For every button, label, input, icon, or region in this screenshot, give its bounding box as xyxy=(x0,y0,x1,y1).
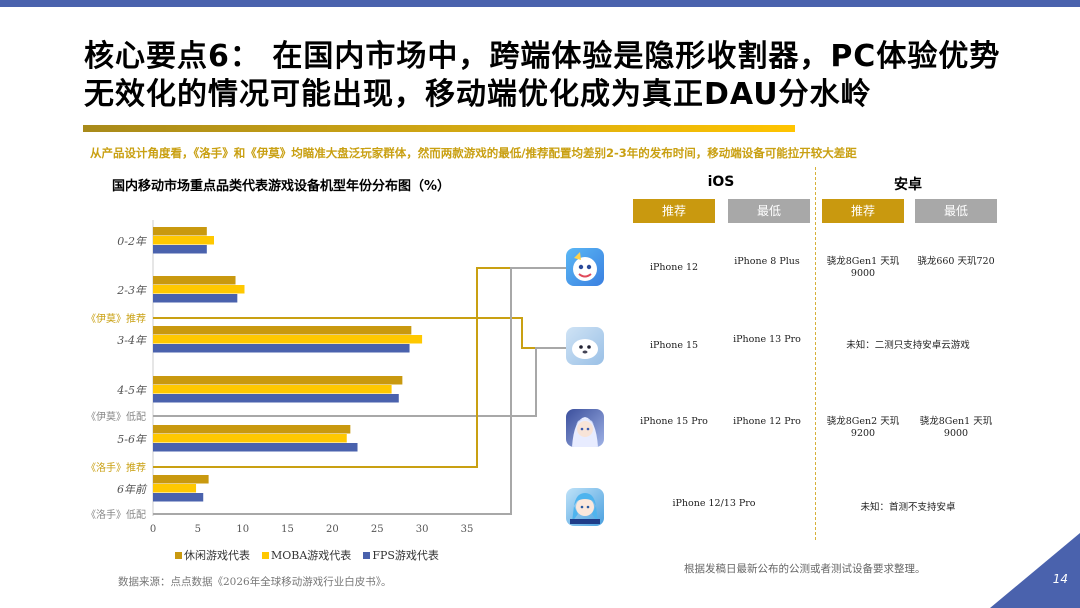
subtitle: 从产品设计角度看，《洛手》和《伊莫》均瞄准大盘泛玩家群体，然而两款游戏的最低/推… xyxy=(90,146,857,160)
legend-item: 休闲游戏代表 xyxy=(175,547,250,563)
legend-swatch xyxy=(262,551,269,559)
bar xyxy=(153,236,214,245)
x-tick-label: 20 xyxy=(326,524,339,535)
category-label: 4-5年 xyxy=(116,384,147,397)
legend-swatch xyxy=(175,551,182,559)
top-accent-bar xyxy=(0,0,1080,7)
ios-minimum-button[interactable]: 最低 xyxy=(728,199,810,223)
category-label: 3-4年 xyxy=(117,334,147,347)
x-tick-label: 15 xyxy=(281,524,294,535)
bar xyxy=(153,326,412,335)
android-header: 安卓 xyxy=(894,177,922,193)
row1-ios-recommended: iPhone 12 xyxy=(649,262,699,273)
bar xyxy=(153,294,238,303)
row4-ios-merged: iPhone 12/13 Pro xyxy=(672,498,756,509)
category-label: 6年前 xyxy=(117,483,148,496)
category-label: 0-2年 xyxy=(117,235,147,248)
white-seal-game-icon xyxy=(566,327,604,365)
bar xyxy=(153,335,423,344)
legend-label: 休闲游戏代表 xyxy=(184,549,250,562)
row1-android-recommended: 骁龙8Gen1 天玑9000 xyxy=(826,256,900,279)
x-tick-label: 30 xyxy=(416,524,429,535)
row2-ios-recommended: iPhone 15 xyxy=(649,340,699,351)
marker-label: 《洛手》推荐 xyxy=(86,461,146,474)
marker-label: 《洛手》低配 xyxy=(86,508,146,521)
anime-character-game-icon xyxy=(566,409,604,447)
row1-android-minimum: 骁龙660 天玑720 xyxy=(917,256,995,267)
bar xyxy=(153,443,358,452)
page-title-line1: 核心要点6： 在国内市场中，跨端体验是隐形收割器，PC体验优势 xyxy=(84,39,1001,74)
row2-android-merged: 未知：二测只支持安卓云游戏 xyxy=(846,340,970,351)
row4-android-merged: 未知：首测不支持安卓 xyxy=(860,502,956,513)
anime-girl-game-icon xyxy=(566,488,604,526)
corner-accent xyxy=(990,533,1080,608)
x-tick-label: 10 xyxy=(236,524,249,535)
marker-label: 《伊莫》推荐 xyxy=(86,312,146,325)
page-title: 核心要点6： 在国内市场中，跨端体验是隐形收割器，PC体验优势 无效化的情况可能… xyxy=(84,38,1044,114)
android-minimum-button[interactable]: 最低 xyxy=(915,199,997,223)
source-note: 数据来源：点点数据《2026年全球移动游戏行业白皮书》。 xyxy=(118,576,392,588)
x-tick-label: 25 xyxy=(371,524,384,535)
column-separator xyxy=(815,167,816,540)
row2-ios-minimum: iPhone 13 Pro xyxy=(733,334,801,345)
bar xyxy=(153,434,347,443)
ios-header: iOS xyxy=(707,174,735,190)
bar xyxy=(153,285,245,294)
page-number: 14 xyxy=(1052,572,1068,586)
bar xyxy=(153,484,197,493)
bar xyxy=(153,475,209,484)
bar xyxy=(153,276,236,285)
blue-mascot-game-icon xyxy=(566,248,604,286)
row3-ios-minimum: iPhone 12 Pro xyxy=(733,416,801,427)
bar xyxy=(153,385,392,394)
chart-legend: 休闲游戏代表 MOBA游戏代表 FPS游戏代表 xyxy=(175,547,439,563)
bar xyxy=(153,394,399,403)
table-note: 根据发稿日最新公布的公测或者测试设备要求整理。 xyxy=(684,563,926,575)
bar xyxy=(153,425,351,434)
row3-android-recommended: 骁龙8Gen2 天玑9200 xyxy=(826,416,900,439)
x-tick-label: 0 xyxy=(150,524,156,535)
connector-line-luoshou-minimum xyxy=(153,267,566,515)
bar xyxy=(153,227,207,236)
android-recommended-button[interactable]: 推荐 xyxy=(822,199,904,223)
legend-item: FPS游戏代表 xyxy=(363,547,439,563)
x-tick-label: 35 xyxy=(461,524,474,535)
chart-title: 国内移动市场重点品类代表游戏设备机型年份分布图（%） xyxy=(112,179,451,194)
title-underline xyxy=(83,125,795,132)
row1-ios-minimum: iPhone 8 Plus xyxy=(734,256,800,267)
legend-label: MOBA游戏代表 xyxy=(271,549,352,562)
ios-recommended-button[interactable]: 推荐 xyxy=(633,199,715,223)
x-tick-label: 5 xyxy=(195,524,201,535)
category-label: 5-6年 xyxy=(117,433,147,446)
bar xyxy=(153,376,403,385)
row3-android-minimum: 骁龙8Gen1 天玑9000 xyxy=(919,416,993,439)
bar xyxy=(153,344,410,353)
legend-label: FPS游戏代表 xyxy=(372,549,439,562)
category-label: 2-3年 xyxy=(116,284,147,297)
legend-swatch xyxy=(363,551,371,559)
bar xyxy=(153,493,204,502)
page-title-line2: 无效化的情况可能出现，移动端优化成为真正DAU分水岭 xyxy=(84,77,872,112)
row3-ios-recommended: iPhone 15 Pro xyxy=(640,416,708,427)
connector-line-yimo-minimum xyxy=(153,347,566,417)
marker-label: 《伊莫》低配 xyxy=(86,410,146,423)
bar xyxy=(153,245,207,254)
legend-item: MOBA游戏代表 xyxy=(262,547,351,563)
